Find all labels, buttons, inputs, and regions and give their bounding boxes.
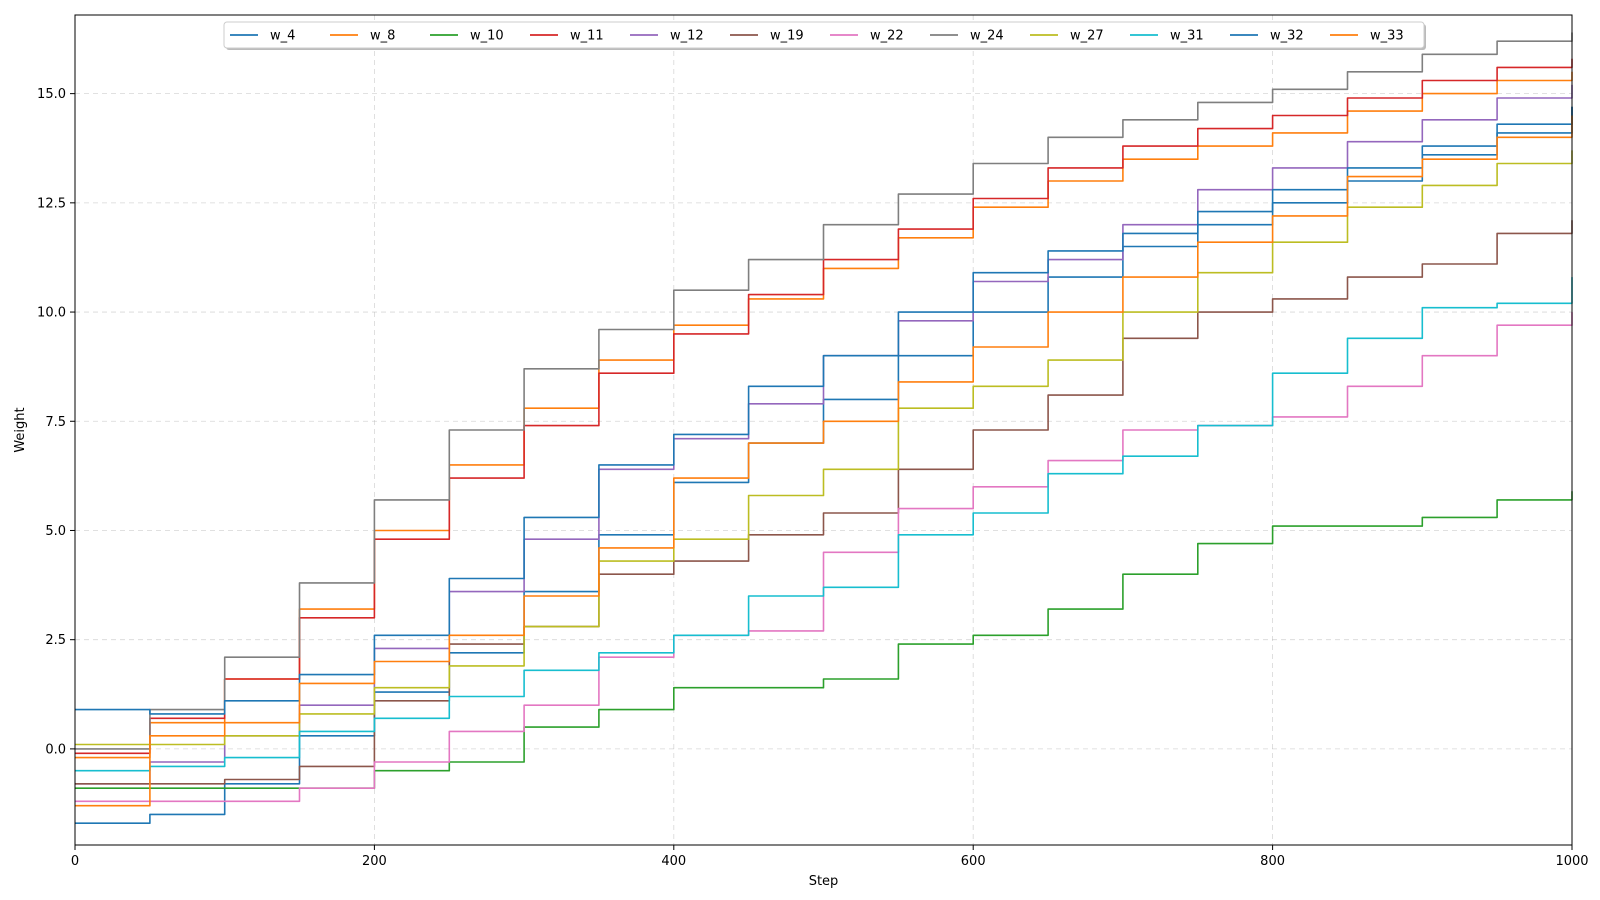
plot-frame <box>74 14 1573 846</box>
legend-label: w_11 <box>570 29 604 44</box>
series-line-w-19 <box>75 220 1573 785</box>
x-tick-label: 800 <box>1260 854 1285 869</box>
legend-label: w_31 <box>1170 29 1204 44</box>
y-axis-title: Weight <box>13 407 28 452</box>
legend-box <box>223 21 1425 49</box>
x-tick-label: 200 <box>362 854 387 869</box>
legend-label: w_32 <box>1270 29 1304 44</box>
legend-label: w_22 <box>870 29 904 44</box>
y-tick-label: 0.0 <box>45 742 66 757</box>
legend-label: w_24 <box>970 29 1004 44</box>
y-tick-label: 2.5 <box>45 633 66 648</box>
y-tick-label: 7.5 <box>45 415 66 430</box>
legend-label: w_27 <box>1070 29 1104 44</box>
series-line-w-24 <box>75 32 1573 750</box>
series-layer <box>75 32 1573 824</box>
series-line-w-31 <box>75 277 1573 772</box>
legend: w_4 w_8 w_10 w_11 w_12 w_19 w_22 w_24 w_27 w_31 w_… <box>223 21 1426 50</box>
x-tick-label: 0 <box>71 854 79 869</box>
ticks-layer: 0 200 400 600 800 1000 0.0 2.5 5.0 7.5 10.0 12.5 15.… <box>37 87 1589 869</box>
x-tick-label: 600 <box>961 854 986 869</box>
x-tick-label: 400 <box>661 854 686 869</box>
series-line-w-33 <box>75 115 1573 807</box>
x-axis-title: Step <box>809 874 839 889</box>
y-tick-label: 15.0 <box>37 87 66 102</box>
y-tick-label: 10.0 <box>37 306 66 321</box>
legend-label: w_33 <box>1370 29 1404 44</box>
x-tick-label: 1000 <box>1555 854 1588 869</box>
series-line-w-27 <box>75 150 1573 746</box>
series-line-w-10 <box>75 491 1573 789</box>
legend-label: w_4 <box>270 29 295 44</box>
legend-label: w_19 <box>770 29 804 44</box>
y-tick-label: 5.0 <box>45 524 66 539</box>
legend-label: w_8 <box>370 29 395 44</box>
y-tick-label: 12.5 <box>37 196 66 211</box>
legend-label: w_12 <box>670 29 704 44</box>
legend-label: w_10 <box>470 29 504 44</box>
